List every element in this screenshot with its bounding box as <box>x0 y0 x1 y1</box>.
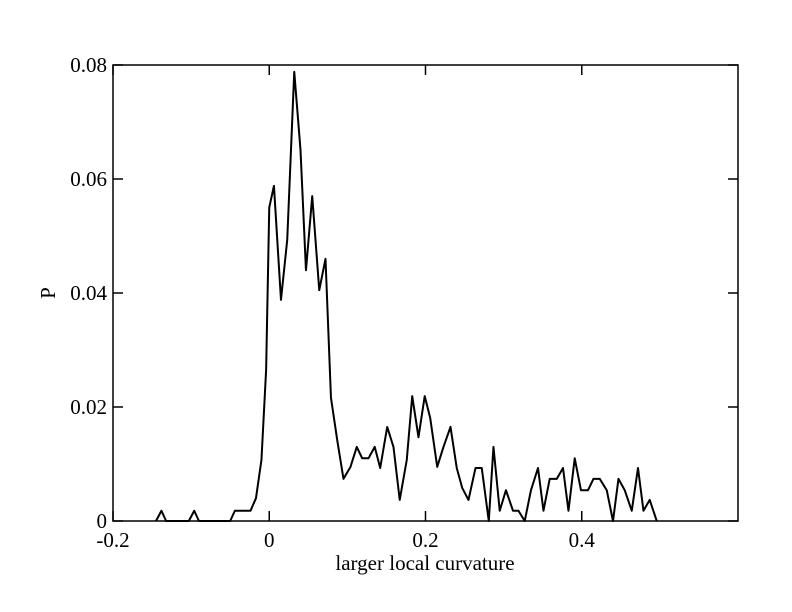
x-tick-label: -0.2 <box>96 528 129 552</box>
x-tick-label: 0 <box>264 528 275 552</box>
y-tick-label: 0.04 <box>70 281 107 305</box>
y-tick-label: 0.08 <box>70 53 107 77</box>
y-axis-label: P <box>36 287 60 299</box>
plot-frame <box>112 64 739 522</box>
y-tick-label: 0 <box>97 509 108 533</box>
y-tick-label: 0.02 <box>70 395 107 419</box>
x-tick-label: 0.4 <box>569 528 596 552</box>
y-tick-label: 0.06 <box>70 167 107 191</box>
data-line <box>155 70 658 522</box>
x-tick-label: 0.2 <box>412 528 438 552</box>
x-axis-label: larger local curvature <box>335 551 514 575</box>
